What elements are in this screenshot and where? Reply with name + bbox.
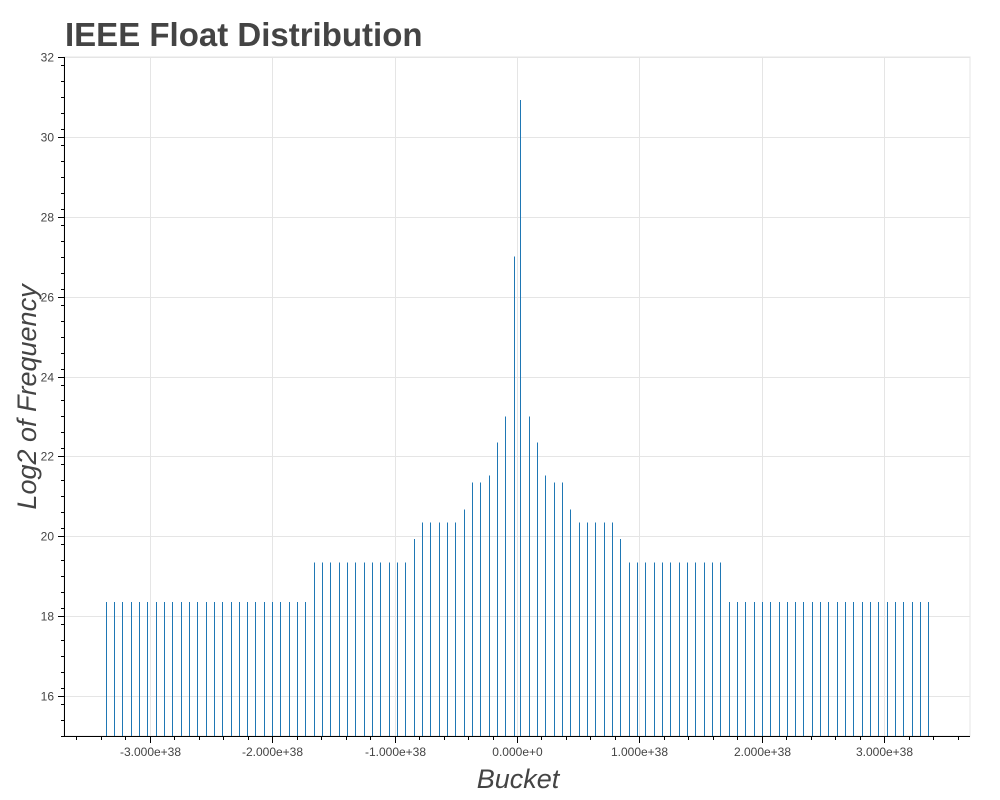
x-tick-label: 1.000e+38: [611, 745, 668, 759]
y-tick-label: 20: [41, 530, 55, 544]
y-tick-label: 30: [41, 131, 55, 145]
x-tick-label: 2.000e+38: [734, 745, 791, 759]
y-tick-label: 28: [41, 211, 55, 225]
y-tick-label: 26: [41, 291, 55, 305]
y-tick-label: 16: [41, 690, 55, 704]
x-axis-label: Bucket: [477, 764, 561, 794]
x-tick-label: 0.000e+0: [492, 745, 543, 759]
x-tick-label: -1.000e+38: [365, 745, 426, 759]
x-tick-label: 3.000e+38: [856, 745, 913, 759]
grid-lines: [64, 57, 970, 736]
y-tick-label: 32: [41, 51, 55, 65]
axes: [58, 57, 970, 743]
x-tick-label: -2.000e+38: [242, 745, 303, 759]
y-tick-label: 24: [41, 371, 55, 385]
y-axis-label: Log2 of Frequency: [12, 283, 42, 510]
chart-title: IEEE Float Distribution: [65, 16, 423, 53]
y-tick-label: 18: [41, 610, 55, 624]
x-tick-label: -3.000e+38: [120, 745, 181, 759]
y-tick-label: 22: [41, 450, 55, 464]
bar-series: [105, 100, 930, 736]
tick-labels: 16 18 20 22 24 26 28 30 32 -3.000e+38 -2.000e+38 -1…: [41, 51, 914, 760]
